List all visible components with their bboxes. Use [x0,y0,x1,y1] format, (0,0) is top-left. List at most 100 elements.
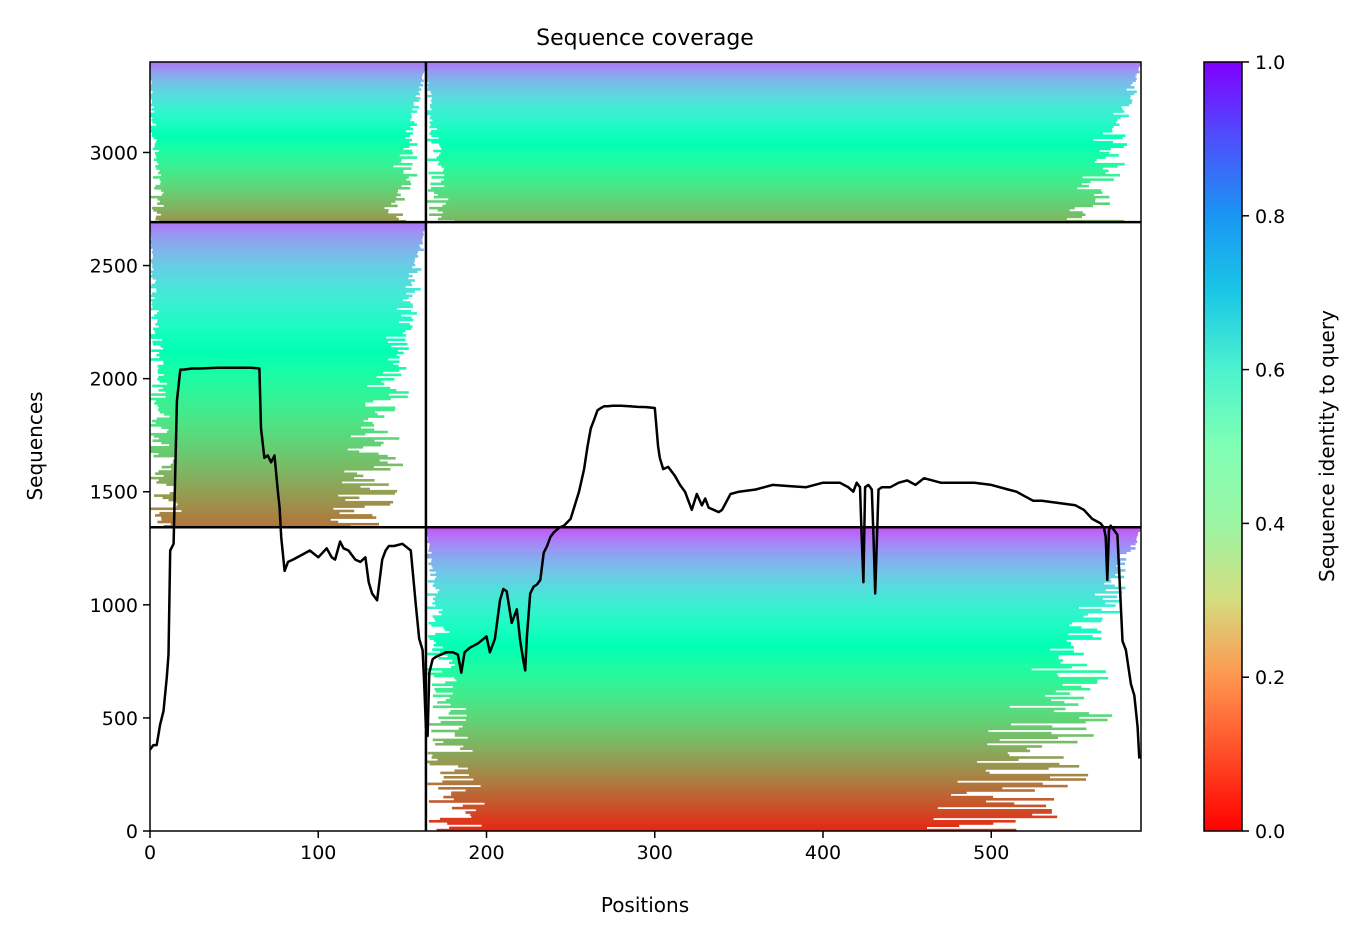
coverage-row [430,123,1120,126]
coverage-row [437,701,1065,704]
coverage-row [433,149,1100,153]
coverage-row [466,714,1113,717]
coverage-row [152,266,413,269]
coverage-row [450,703,1079,706]
coverage-row [160,213,403,216]
coverage-row [458,727,1087,731]
coverage-row [428,86,1135,89]
coverage-row [150,299,403,302]
coverage-row [443,795,994,799]
coverage-row [176,500,394,504]
coverage-row [150,241,423,245]
coverage-row [442,204,1093,208]
coverage-row [435,604,1116,607]
coverage-row [150,70,425,74]
coverage-row [152,292,407,295]
coverage-row [150,294,413,298]
coverage-row [431,624,1070,627]
coverage-row [426,75,1136,78]
coverage-row [157,364,399,368]
coverage-row [444,184,1089,188]
coverage-row [433,195,1110,199]
coverage-block-1 [150,62,426,223]
y-axis-label: Sequences [23,391,47,500]
colorbar-label: Sequence identity to query [1315,310,1339,582]
coverage-row [157,160,401,164]
coverage-row [426,138,1094,142]
coverage-row [429,569,1126,572]
coverage-row [150,66,425,69]
coverage-row [430,114,1129,118]
coverage-row [151,303,413,306]
coverage-row [429,132,1103,135]
coverage-row [158,367,407,370]
coverage-row [431,108,1123,111]
coverage-row [171,468,391,471]
coverage-row [152,132,413,135]
coverage-row [158,389,397,392]
coverage-row [151,316,412,320]
coverage-row [432,97,1131,100]
coverage-row [429,116,1121,120]
coverage-row [150,68,426,72]
coverage-row [150,228,425,232]
coverage-row [151,307,398,311]
coverage-row [153,136,406,140]
coverage-row [451,791,967,794]
coverage-row [452,692,1070,695]
coverage-row [436,156,1106,159]
coverage-row [431,187,1078,190]
coverage-row [150,239,423,243]
coverage-row [155,281,411,284]
coverage-row [441,165,1118,168]
coverage-row [161,173,418,177]
coverage-row [161,441,384,445]
coverage-row [151,283,413,287]
coverage-row [159,356,400,359]
coverage-block-4 [425,527,1141,831]
coverage-row [170,522,379,526]
coverage-row [156,312,417,315]
coverage-row [426,112,1114,116]
coverage-row [441,147,1111,151]
coverage-row [160,180,411,184]
coverage-row [428,820,1016,823]
coverage-row [443,776,1050,779]
coverage-row [435,595,1118,599]
coverage-row [150,235,423,238]
coverage-row [155,217,399,221]
colorbar-ticks-layer: 0.0 0.2 0.4 0.6 0.8 1.0 [1242,52,1285,843]
colorbar-tick-label: 0.6 [1255,360,1285,382]
coverage-row [439,160,1095,164]
coverage-row [462,725,1053,728]
coverage-row [152,248,424,252]
colorbar-tick-label: 0.0 [1255,821,1285,843]
coverage-row [154,110,418,113]
coverage-row [161,516,377,519]
coverage-row [426,77,1137,80]
coverage-row [452,659,1064,662]
coverage-row [159,380,382,383]
coverage-row [156,417,369,421]
coverage-row [470,813,1033,816]
coverage-row [427,672,1057,676]
coverage-row [435,586,1126,590]
coverage-row [434,617,1103,621]
coverage-row [430,105,1122,109]
y-tick-label: 1500 [90,482,138,504]
coverage-row [442,780,958,783]
coverage-row [157,371,384,374]
coverage-row [158,452,379,456]
coverage-row [159,410,376,414]
coverage-row [426,531,1139,535]
coverage-row [435,619,1102,623]
coverage-row [431,558,1127,561]
coverage-row [161,518,331,522]
coverage-row [151,393,389,396]
plot-frame [149,61,1142,832]
coverage-row [152,99,420,102]
coverage-row [158,408,395,412]
coverage-row [153,342,408,346]
coverage-row [437,127,1112,131]
